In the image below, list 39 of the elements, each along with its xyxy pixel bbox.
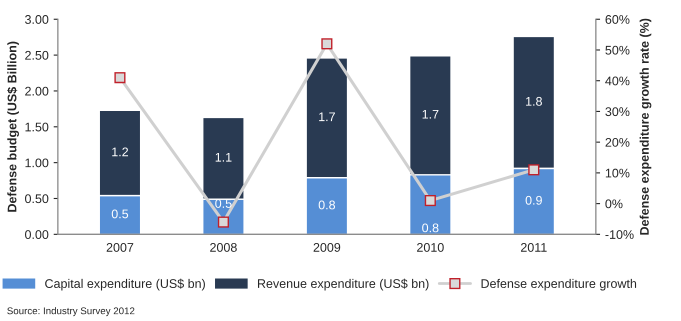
y2-axis-title: Defense expenditure growth rate (%) <box>640 18 652 235</box>
data-label: 1.8 <box>526 96 542 106</box>
data-label: 0.9 <box>526 196 542 205</box>
point <box>528 164 540 176</box>
y2-tick-label: 20% <box>606 138 630 147</box>
y2-tick-label: 0% <box>605 199 623 208</box>
y-tick-label: 1.50 <box>25 122 48 132</box>
y-tick-label: 3.00 <box>25 15 48 24</box>
source-note: Source: Industry Survey 2012 <box>7 307 134 316</box>
data-label: 1.7 <box>422 110 438 119</box>
legend-label: Capital expenditure (US$ bn) <box>45 278 205 290</box>
data-label: 0.8 <box>422 223 438 232</box>
y-tick-label: 1.00 <box>25 158 48 168</box>
y2-tick-label: 30% <box>605 107 630 116</box>
legend-label: Revenue expenditure (US$ bn) <box>258 278 429 290</box>
point <box>321 38 332 50</box>
x-tick-label: 2009 <box>314 242 340 252</box>
y-tick-label: 0.50 <box>25 194 48 204</box>
y2-tick-label: -10% <box>605 230 634 239</box>
y-tick-label: 0.00 <box>25 230 48 239</box>
y2-tick-label: 40% <box>605 76 630 86</box>
y-axis-title: Defense budget (US$ Billion) <box>7 42 19 212</box>
data-label: 0.5 <box>112 209 128 218</box>
x-tick-label: 2011 <box>520 242 547 252</box>
x-tick-label: 2008 <box>210 242 237 252</box>
y-tick-label: 2.50 <box>25 50 48 60</box>
data-label: 1.2 <box>112 147 128 156</box>
x-tick-label: 2010 <box>417 242 444 252</box>
data-label: 0.8 <box>318 200 336 210</box>
y2-tick-label: 60% <box>606 15 630 24</box>
x-tick-label: 2007 <box>106 242 134 252</box>
data-label: 1.1 <box>216 152 232 162</box>
y-tick-label: 2.00 <box>25 86 48 96</box>
y2-tick-label: 10% <box>606 168 630 178</box>
y2-tick-label: 50% <box>605 46 630 55</box>
point <box>114 72 126 84</box>
legend-label: Defense expenditure growth <box>482 278 636 290</box>
point <box>424 194 436 206</box>
data-label: 1.7 <box>319 112 335 122</box>
